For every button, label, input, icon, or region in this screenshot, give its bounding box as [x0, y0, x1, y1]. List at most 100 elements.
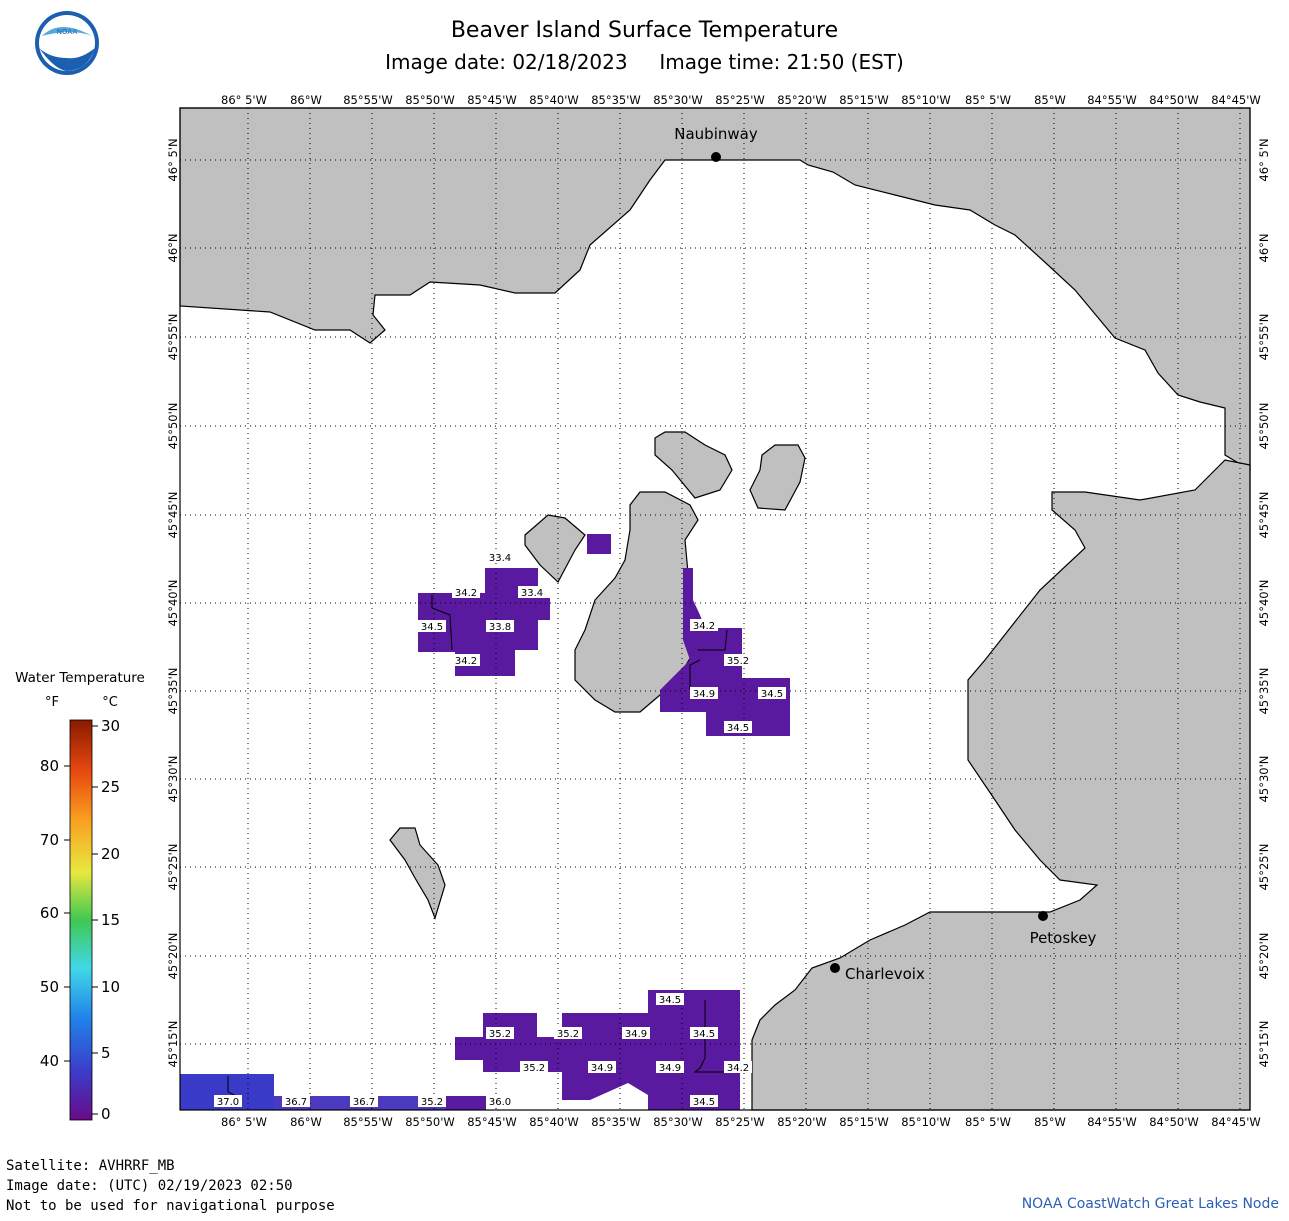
lat-label-right: 45°50'N [1257, 403, 1271, 450]
legend-c-tick: 5 [101, 1044, 111, 1062]
lon-label-top: 85°30'W [653, 93, 703, 107]
navigation-disclaimer: Not to be used for navigational purpose [6, 1198, 335, 1214]
lat-label-left: 45°40'N [166, 580, 180, 627]
south-fox-island-land [389, 827, 446, 920]
image-time: Image time: 21:50 (EST) [659, 50, 904, 74]
lon-label-bottom: 85°30'W [653, 1115, 703, 1129]
svg-text:33.4: 33.4 [489, 553, 511, 564]
lon-label-bottom: 85°10'W [901, 1115, 951, 1129]
temp-tag: 36.7 [350, 1095, 378, 1108]
upper-peninsula-land [179, 107, 1251, 472]
lat-label-right: 45°35'N [1257, 668, 1271, 715]
lat-label-left: 45°35'N [166, 668, 180, 715]
utc-date-info: Image date: (UTC) 02/19/2023 02:50 [6, 1178, 293, 1194]
cold-water-cluster-south [455, 990, 740, 1110]
lon-label-top: 85°20'W [777, 93, 827, 107]
lon-label-top: 85° 5'W [965, 93, 1011, 107]
svg-text:33.4: 33.4 [521, 588, 543, 599]
temp-tag: 35.2 [486, 1027, 514, 1040]
lon-label-top: 85°55'W [343, 93, 393, 107]
naubinway-dot [711, 152, 721, 162]
legend-c-tick: 25 [101, 778, 120, 796]
lat-label-left: 45°25'N [166, 844, 180, 891]
legend-c-tick: 30 [101, 717, 120, 735]
temp-tag: 33.4 [486, 551, 514, 564]
legend-f-tick: 50 [40, 978, 59, 996]
svg-text:35.2: 35.2 [421, 1097, 443, 1108]
svg-text:35.2: 35.2 [523, 1063, 545, 1074]
lat-label-right: 45°15'N [1257, 1021, 1271, 1068]
temp-tag: 34.2 [452, 586, 480, 599]
legend-f-tick: 60 [40, 904, 59, 922]
lat-label-left: 45°20'N [166, 933, 180, 980]
temp-tag: 34.9 [622, 1027, 650, 1040]
temp-tag: 34.5 [418, 620, 446, 633]
svg-text:34.2: 34.2 [455, 588, 477, 599]
legend-c-tick: 15 [101, 911, 120, 929]
svg-text:34.5: 34.5 [693, 1029, 715, 1040]
lat-label-right: 45°30'N [1257, 756, 1271, 803]
legend-title: Water Temperature [15, 670, 145, 686]
lon-label-bottom: 86°W [290, 1115, 322, 1129]
temp-tag: 33.8 [486, 620, 514, 633]
lat-label-left: 46° 5'N [166, 138, 180, 181]
lat-label-left: 45°30'N [166, 756, 180, 803]
lat-label-left: 46°N [166, 234, 180, 263]
lon-label-bottom: 85°45'W [467, 1115, 517, 1129]
map-border [179, 107, 1251, 1111]
temp-tag: 34.2 [452, 654, 480, 667]
high-island-land [524, 514, 586, 583]
svg-text:34.9: 34.9 [693, 689, 715, 700]
lat-label-right: 45°45'N [1257, 492, 1271, 539]
temp-tag: 34.5 [724, 721, 752, 734]
lon-label-bottom: 85°15'W [839, 1115, 889, 1129]
map-title: Beaver Island Surface Temperature [450, 18, 839, 43]
lower-peninsula-land [751, 459, 1251, 1111]
temp-tag: 34.5 [690, 1095, 718, 1108]
credit-link[interactable]: NOAA CoastWatch Great Lakes Node [1021, 1196, 1279, 1212]
lat-label-left: 45°45'N [166, 492, 180, 539]
lat-label-left: 45°50'N [166, 403, 180, 450]
temp-tag: 35.2 [554, 1027, 582, 1040]
svg-text:34.5: 34.5 [761, 689, 783, 700]
graticule [180, 108, 1250, 1110]
legend-c-tick: 10 [101, 978, 120, 996]
lon-label-top: 85°40'W [529, 93, 579, 107]
lon-label-top: 85°35'W [591, 93, 641, 107]
city-markers: Naubinway Charlevoix Petoskey [674, 125, 1096, 983]
lon-label-top: 84°55'W [1087, 93, 1137, 107]
lon-label-bottom: 84°50'W [1149, 1115, 1199, 1129]
naubinway-label: Naubinway [674, 125, 758, 143]
temp-tag: 34.2 [724, 1061, 752, 1074]
logo-text: NOAA [57, 28, 78, 36]
svg-text:34.2: 34.2 [727, 1063, 749, 1074]
charlevoix-label: Charlevoix [845, 965, 925, 983]
lon-label-top: 84°45'W [1211, 93, 1261, 107]
cold-water-cluster-north [418, 568, 550, 676]
temp-tag: 36.7 [282, 1095, 310, 1108]
image-date: Image date: 02/18/2023 [385, 50, 628, 74]
svg-text:34.5: 34.5 [693, 1097, 715, 1108]
petoskey-label: Petoskey [1030, 929, 1097, 947]
temp-tag: 34.9 [656, 1061, 684, 1074]
lat-label-left: 45°55'N [166, 314, 180, 361]
lat-label-right: 45°20'N [1257, 933, 1271, 980]
lat-label-right: 45°25'N [1257, 844, 1271, 891]
cold-water-strip [446, 1096, 486, 1110]
temperature-labels: 33.4 34.2 33.4 34.5 33.8 34.2 34.2 35.2 34.9 34.5… [214, 551, 786, 1108]
svg-text:36.0: 36.0 [489, 1097, 511, 1108]
noaa-logo: NOAA [35, 11, 99, 75]
svg-text:36.7: 36.7 [285, 1097, 307, 1108]
satellite-info: Satellite: AVHRRF_MB [6, 1158, 175, 1174]
legend-c-tick: 0 [101, 1105, 111, 1123]
latitude-labels-right: 46° 5'N 46°N 45°55'N 45°50'N 45°45'N 45°40'N 4… [1257, 138, 1271, 1067]
lat-label-right: 46° 5'N [1257, 138, 1271, 181]
svg-text:34.5: 34.5 [659, 995, 681, 1006]
lon-label-bottom: 84°45'W [1211, 1115, 1261, 1129]
land-masses [179, 107, 1251, 1111]
garden-island-land [654, 431, 733, 499]
hog-island-land [749, 444, 806, 511]
lon-label-bottom: 85°35'W [591, 1115, 641, 1129]
temp-tag: 37.0 [214, 1095, 242, 1108]
